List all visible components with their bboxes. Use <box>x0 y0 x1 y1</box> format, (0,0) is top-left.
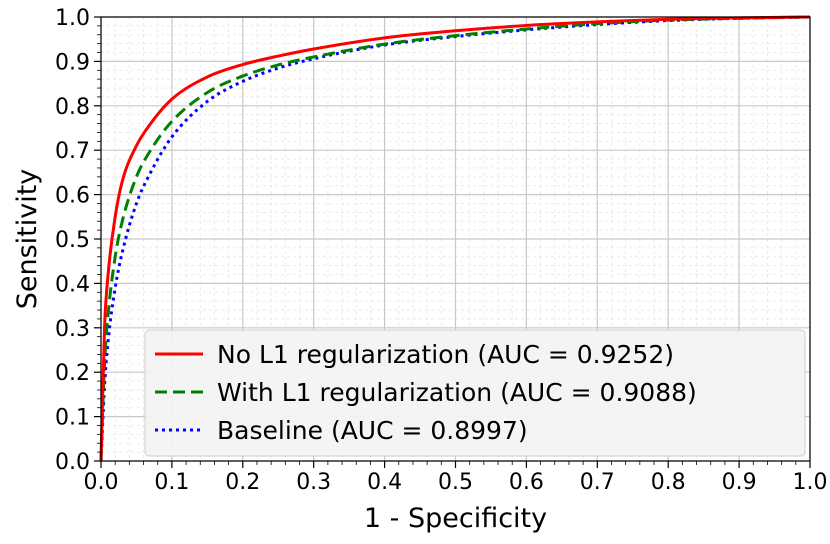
y-tick-label: 0.9 <box>55 50 90 75</box>
y-tick-label: 0.6 <box>55 184 90 209</box>
y-tick-label: 0.4 <box>55 272 90 297</box>
x-tick-label: 0.8 <box>651 470 686 495</box>
legend-label-2: Baseline (AUC = 0.8997) <box>217 416 528 445</box>
x-axis-label: 1 - Specificity <box>364 503 547 534</box>
y-tick-label: 0.7 <box>55 139 90 164</box>
legend-label-0: No L1 regularization (AUC = 0.9252) <box>217 340 674 369</box>
axis-ticks: 0.0 0.1 0.2 0.3 0.4 0.5 0.6 0.7 0.8 0.9 1.0 0.0 0.1 0… <box>55 6 828 495</box>
x-tick-label: 1.0 <box>793 470 828 495</box>
y-tick-label: 0.2 <box>55 361 90 386</box>
legend: No L1 regularization (AUC = 0.9252) With … <box>144 329 806 457</box>
y-tick-label: 0.8 <box>55 95 90 120</box>
y-tick-label: 0.0 <box>55 450 90 475</box>
x-tick-label: 0.9 <box>722 470 757 495</box>
y-axis-label: Sensitivity <box>12 169 43 310</box>
x-tick-label: 0.3 <box>296 470 331 495</box>
y-tick-label: 0.3 <box>55 317 90 342</box>
x-tick-label: 0.6 <box>509 470 544 495</box>
y-tick-label: 0.1 <box>55 406 90 431</box>
x-tick-label: 0.7 <box>580 470 615 495</box>
series-line-1 <box>99 15 811 462</box>
x-tick-label: 0.0 <box>84 470 119 495</box>
x-tick-label: 0.2 <box>225 470 260 495</box>
x-tick-label: 0.1 <box>154 470 189 495</box>
series-layer <box>99 15 811 462</box>
x-tick-label: 0.5 <box>438 470 473 495</box>
series-line-0 <box>99 15 811 462</box>
legend-label-1: With L1 regularization (AUC = 0.9088) <box>217 378 697 407</box>
legend-box <box>144 329 806 457</box>
y-tick-label: 1.0 <box>55 6 90 31</box>
x-tick-label: 0.4 <box>367 470 402 495</box>
y-tick-label: 0.5 <box>55 228 90 253</box>
